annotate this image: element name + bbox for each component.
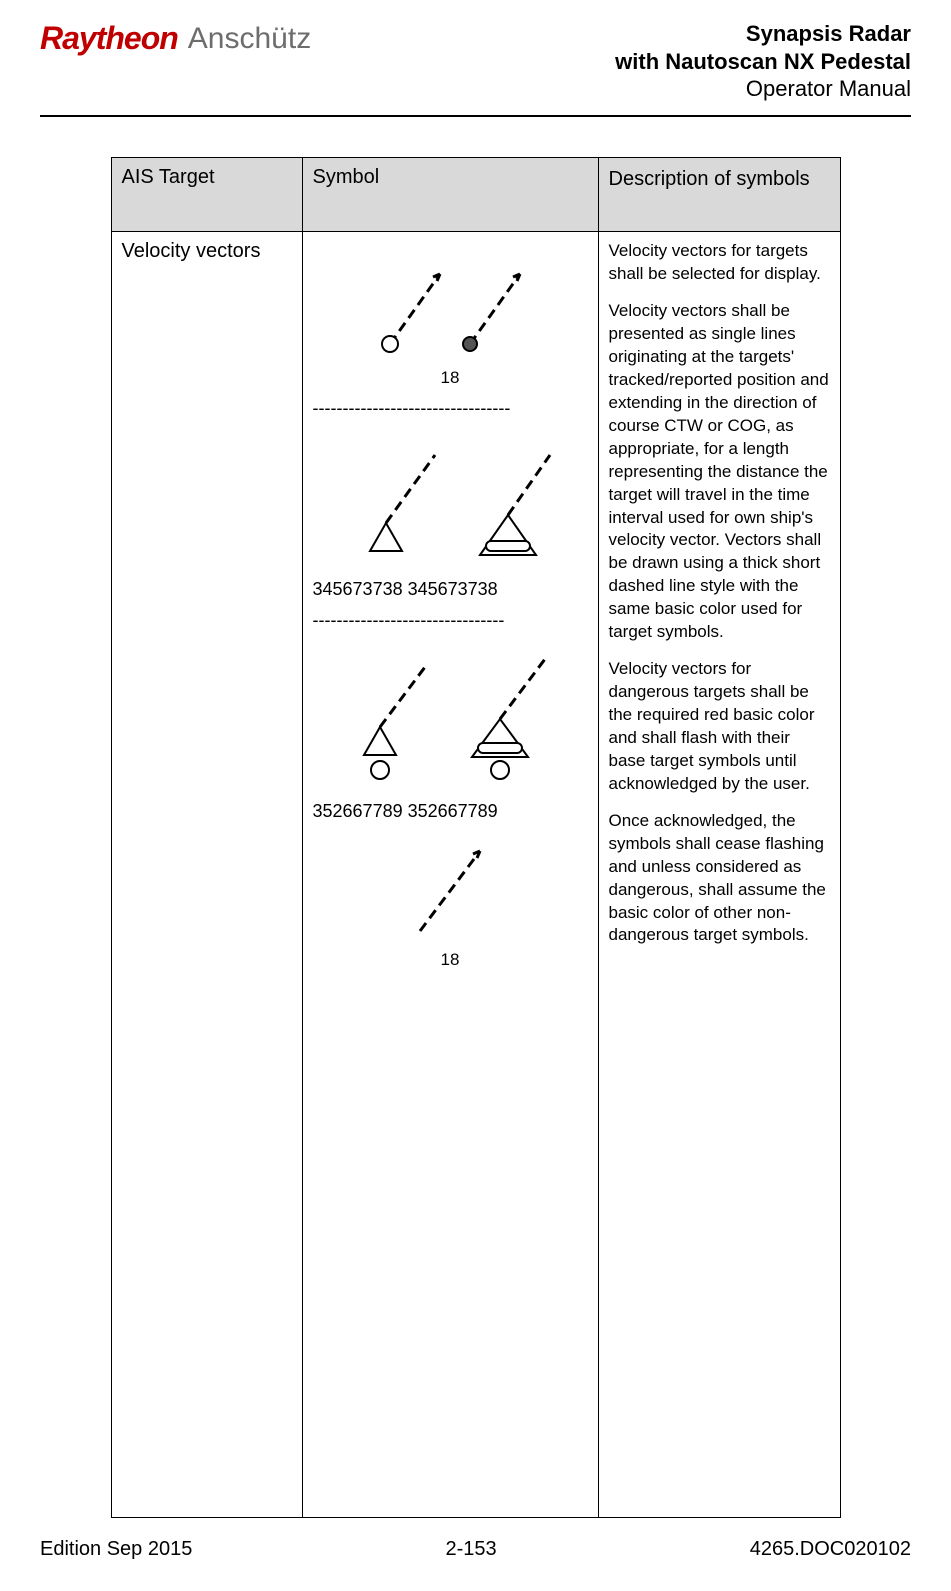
ais-target-table: AIS Target Symbol Description of symbols… [111,157,841,1519]
document-title-block: Synapsis Radar with Nautoscan NX Pedesta… [615,20,911,103]
brand-logo-block: Raytheon Anschütz [40,20,311,57]
symbol-separator-2: -------------------------------- [313,610,588,631]
cell-symbol: 18 --------------------------------- 345… [302,232,598,1518]
page-root: Raytheon Anschütz Synapsis Radar with Na… [0,0,951,1591]
footer-page-number: 2-153 [445,1538,496,1561]
fig1-label: 18 [313,368,588,388]
fig4-label: 18 [313,950,588,970]
velocity-vector-triangles-icon [340,433,560,573]
footer-edition: Edition Sep 2015 [40,1538,192,1561]
th-description: Description of symbols [598,157,840,232]
th-symbol: Symbol [302,157,598,232]
velocity-vector-single-icon [390,836,510,946]
desc-p3: Velocity vectors for dangerous targets s… [609,658,830,796]
page-footer: Edition Sep 2015 2-153 4265.DOC020102 [40,1518,911,1561]
velocity-vector-triangle-circle-icon [340,645,560,795]
doc-title-line1: Synapsis Radar [615,20,911,48]
desc-p1: Velocity vectors for targets shall be se… [609,240,830,286]
symbol-separator-1: --------------------------------- [313,398,588,419]
page-header: Raytheon Anschütz Synapsis Radar with Na… [40,20,911,115]
brand-secondary-text: Anschütz [188,22,311,56]
fig2-ids: 345673738 345673738 [313,579,588,600]
doc-title-line3: Operator Manual [615,75,911,103]
footer-doc-number: 4265.DOC020102 [750,1538,911,1561]
cell-target-type: Velocity vectors [111,232,302,1518]
desc-p2: Velocity vectors shall be presented as s… [609,300,830,644]
cell-description: Velocity vectors for targets shall be se… [598,232,840,1518]
table-header-row: AIS Target Symbol Description of symbols [111,157,840,232]
header-divider [40,115,911,117]
velocity-vector-circles-icon [360,254,540,364]
doc-title-line2: with Nautoscan NX Pedestal [615,48,911,76]
table-row: Velocity vectors 18 [111,232,840,1518]
fig3-ids: 352667789 352667789 [313,801,588,822]
desc-p4: Once acknowledged, the symbols shall cea… [609,810,830,948]
content-area: AIS Target Symbol Description of symbols… [40,157,911,1519]
brand-primary-text: Raytheon [40,20,178,57]
th-ais-target: AIS Target [111,157,302,232]
